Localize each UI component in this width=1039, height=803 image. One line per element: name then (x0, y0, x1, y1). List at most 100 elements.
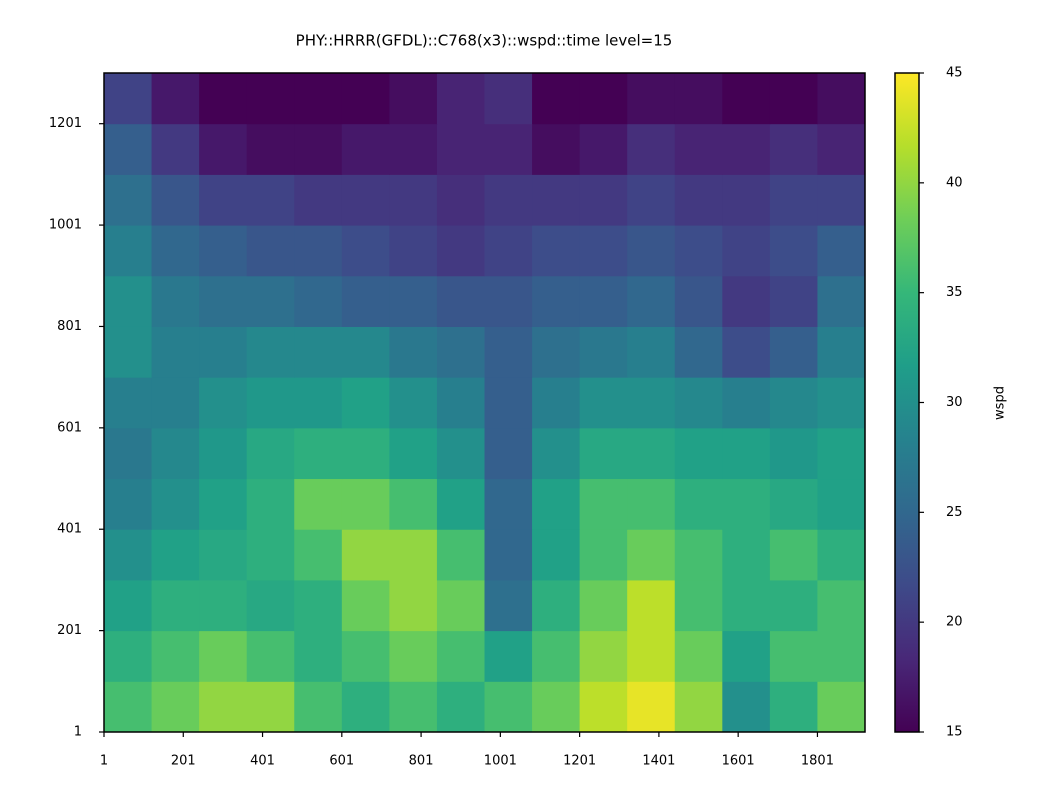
heatmap-cell (389, 225, 438, 277)
heatmap-cell (817, 377, 866, 429)
heatmap-cell (341, 427, 390, 480)
x-tick-label: 1201 (563, 754, 596, 769)
heatmap-cell (674, 427, 723, 480)
heatmap-cell (484, 579, 533, 632)
heatmap-cell (246, 579, 295, 632)
heatmap-cell (104, 174, 153, 226)
heatmap-cell (674, 681, 723, 733)
heatmap-cell (151, 681, 200, 733)
heatmap-cell (722, 579, 771, 632)
heatmap-cell (674, 326, 723, 378)
heatmap-cell (484, 174, 533, 226)
heatmap-cell (151, 630, 200, 682)
heatmap-cell (484, 478, 533, 530)
colorbar-label: wspd (993, 386, 1008, 420)
heatmap-cell (436, 326, 485, 378)
heatmap-cell (722, 123, 771, 175)
heatmap-cell (579, 377, 628, 429)
heatmap-cell (817, 225, 866, 277)
heatmap-cell (246, 73, 295, 125)
heatmap-cell (627, 123, 676, 175)
heatmap-cell (532, 225, 581, 277)
heatmap-cell (199, 73, 248, 125)
heatmap-cell (436, 174, 485, 226)
heatmap-cell (579, 427, 628, 480)
heatmap-cell (674, 73, 723, 125)
heatmap-cell (294, 681, 343, 733)
heatmap-cell (246, 275, 295, 327)
heatmap-cell (817, 174, 866, 226)
heatmap-cell (199, 326, 248, 378)
heatmap-cell (817, 478, 866, 530)
heatmap-cell (722, 377, 771, 429)
heatmap-cell (341, 681, 390, 733)
heatmap-cell (246, 225, 295, 277)
heatmap-cell (199, 123, 248, 175)
heatmap-cell (294, 630, 343, 682)
heatmap-cell (484, 529, 533, 581)
heatmap-cell (532, 681, 581, 733)
heatmap-cell (294, 326, 343, 378)
heatmap-cell (817, 275, 866, 327)
heatmap-cell (246, 326, 295, 378)
colorbar-tick-label: 40 (946, 175, 963, 190)
heatmap-cell (104, 427, 153, 480)
heatmap-cell (627, 630, 676, 682)
heatmap-cell (532, 174, 581, 226)
y-tick-label: 1 (74, 725, 82, 740)
heatmap-cell (104, 326, 153, 378)
heatmap-cell (294, 377, 343, 429)
heatmap-cell (104, 123, 153, 175)
heatmap-cell (769, 478, 818, 530)
heatmap-cell (484, 630, 533, 682)
heatmap-cell (674, 478, 723, 530)
heatmap-cell (817, 579, 866, 632)
heatmap-cell (817, 73, 866, 125)
heatmap-cell (199, 377, 248, 429)
heatmap-cell (579, 73, 628, 125)
heatmap-cell (722, 73, 771, 125)
heatmap-cell (722, 478, 771, 530)
heatmap-cell (294, 225, 343, 277)
heatmap-cell (436, 579, 485, 632)
heatmap-cell (294, 174, 343, 226)
heatmap-cell (532, 579, 581, 632)
heatmap-cell (436, 529, 485, 581)
heatmap-cell (389, 123, 438, 175)
heatmap-cell (389, 529, 438, 581)
heatmap-cell (484, 123, 533, 175)
heatmap-cell (484, 275, 533, 327)
heatmap-cell (389, 478, 438, 530)
heatmap-cell (341, 123, 390, 175)
heatmap-cell (627, 326, 676, 378)
x-tick-label: 1 (100, 754, 108, 769)
heatmap-cell (436, 478, 485, 530)
heatmap-cell (199, 427, 248, 480)
heatmap-cell (769, 377, 818, 429)
heatmap-cell (294, 529, 343, 581)
heatmap-cell (484, 427, 533, 480)
heatmap-cell (389, 73, 438, 125)
heatmap-cell (389, 174, 438, 226)
heatmap-cell (769, 174, 818, 226)
heatmap-cell (389, 579, 438, 632)
heatmap-cell (436, 73, 485, 125)
heatmap-cell (627, 377, 676, 429)
heatmap (104, 73, 866, 733)
heatmap-cell (769, 275, 818, 327)
heatmap-cell (674, 174, 723, 226)
colorbar-tick-label: 15 (946, 725, 963, 740)
heatmap-cell (532, 326, 581, 378)
heatmap-cell (484, 326, 533, 378)
heatmap-cell (722, 630, 771, 682)
heatmap-cell (389, 326, 438, 378)
colorbar-tick-label: 35 (946, 285, 963, 300)
heatmap-cell (722, 529, 771, 581)
colorbar-tick-label: 20 (946, 615, 963, 630)
heatmap-cell (769, 630, 818, 682)
heatmap-cell (484, 681, 533, 733)
chart-title: PHY::HRRR(GFDL)::C768(x3)::wspd::time le… (296, 32, 673, 50)
heatmap-cell (151, 123, 200, 175)
colorbar-tick-label: 45 (946, 66, 963, 81)
heatmap-cell (579, 579, 628, 632)
